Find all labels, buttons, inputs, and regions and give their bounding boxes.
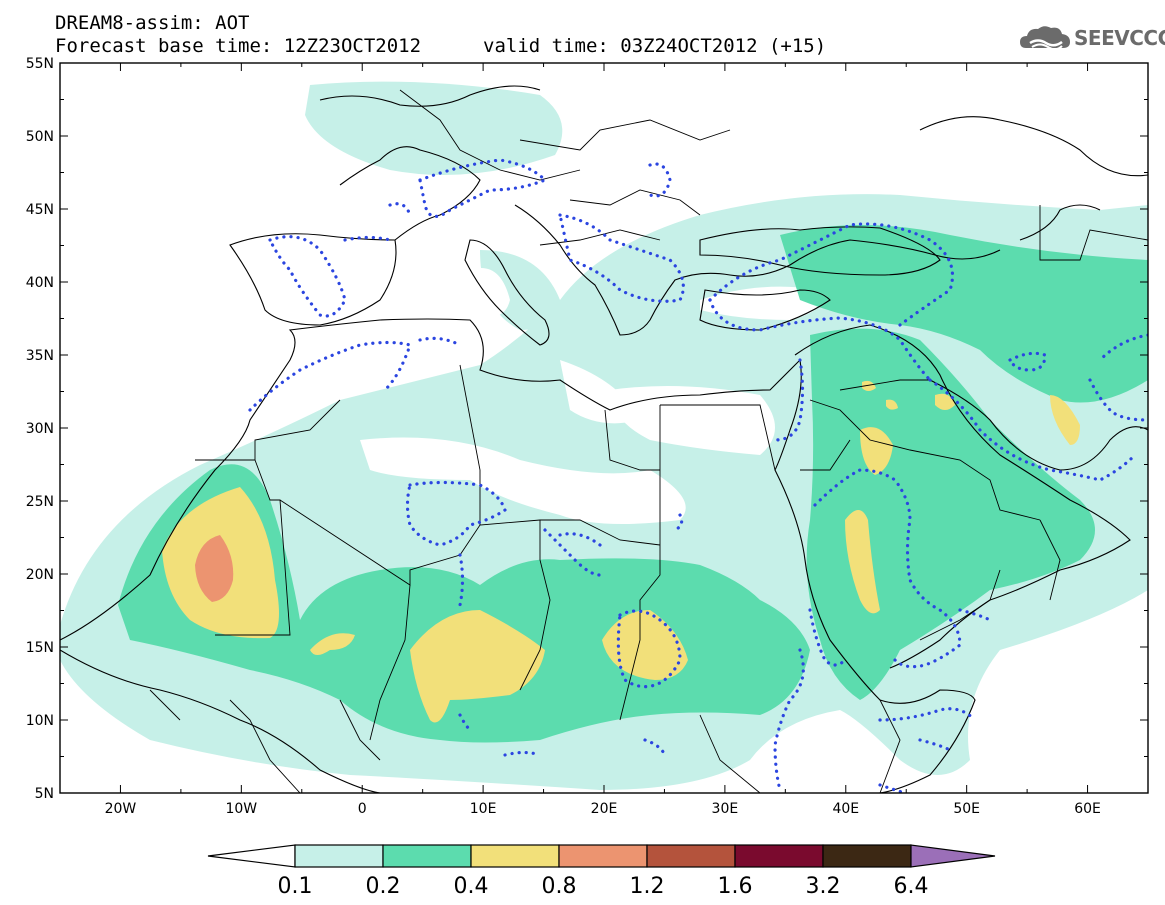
lon-tick-label: 20W xyxy=(105,801,137,817)
colorbar-over-arrow xyxy=(910,844,996,868)
coastlines xyxy=(60,85,1148,793)
cloud-logo-icon xyxy=(1020,26,1070,51)
lon-tick-label: 30E xyxy=(712,801,739,817)
lon-tick-label: 40E xyxy=(832,801,859,817)
lon-tick-label: 60E xyxy=(1074,801,1101,817)
aot-band-0.8-1.2 xyxy=(195,535,234,602)
lon-tick-label: 50E xyxy=(953,801,980,817)
lat-tick-label: 20N xyxy=(26,567,54,583)
colorbar-under-arrow xyxy=(207,844,296,868)
colorbar-bin xyxy=(558,844,648,868)
map-title: DREAM8-assim: AOT xyxy=(55,12,250,34)
valid-time: valid time: 03Z24OCT2012 (+15) xyxy=(483,35,827,57)
aot-shading xyxy=(60,81,1148,790)
lat-tick-label: 45N xyxy=(26,202,54,218)
colorbar-label: 0.4 xyxy=(454,874,489,899)
axis-ticks: 20W 10W 0 10E 20E 30E 40E 50E 60E 5N 10N 15N 20N 25N 3… xyxy=(26,56,1149,817)
colorbar-bin xyxy=(470,844,560,868)
lon-tick-label: 10W xyxy=(225,801,257,817)
colorbar-label: 6.4 xyxy=(894,874,929,899)
colorbar-bin xyxy=(382,844,472,868)
forecast-base-time: Forecast base time: 12Z23OCT2012 xyxy=(55,35,422,57)
lat-tick-label: 15N xyxy=(26,640,54,656)
logo-text: SEEVCCC xyxy=(1074,26,1165,50)
lat-tick-label: 55N xyxy=(26,56,54,72)
colorbar-bin xyxy=(822,844,912,868)
colorbar: 0.1 0.2 0.4 0.8 1.2 1.6 3.2 6.4 xyxy=(207,844,996,899)
political-borders xyxy=(149,89,1148,793)
seevccc-logo: SEEVCCC xyxy=(1018,22,1165,56)
lat-tick-label: 50N xyxy=(26,129,54,145)
lat-tick-label: 30N xyxy=(26,421,54,437)
lon-tick-label: 10E xyxy=(470,801,497,817)
colorbar-bin xyxy=(294,844,384,868)
colorbar-label: 1.6 xyxy=(718,874,753,899)
colorbar-label: 1.2 xyxy=(630,874,665,899)
lon-tick-label: 0 xyxy=(358,801,367,817)
colorbar-bin xyxy=(734,844,824,868)
colorbar-label: 3.2 xyxy=(806,874,841,899)
lat-tick-label: 25N xyxy=(26,494,54,510)
lat-tick-label: 35N xyxy=(26,348,54,364)
aot-band-below-0.1 xyxy=(360,268,822,524)
dotted-contours xyxy=(248,158,1148,793)
colorbar-bin xyxy=(646,844,736,868)
colorbar-label: 0.2 xyxy=(366,874,401,899)
lat-tick-label: 5N xyxy=(35,786,54,802)
lat-tick-label: 10N xyxy=(26,713,54,729)
colorbar-label: 0.8 xyxy=(542,874,577,899)
colorbar-label: 0.1 xyxy=(278,874,313,899)
lat-tick-label: 40N xyxy=(26,275,54,291)
lon-tick-label: 20E xyxy=(591,801,618,817)
